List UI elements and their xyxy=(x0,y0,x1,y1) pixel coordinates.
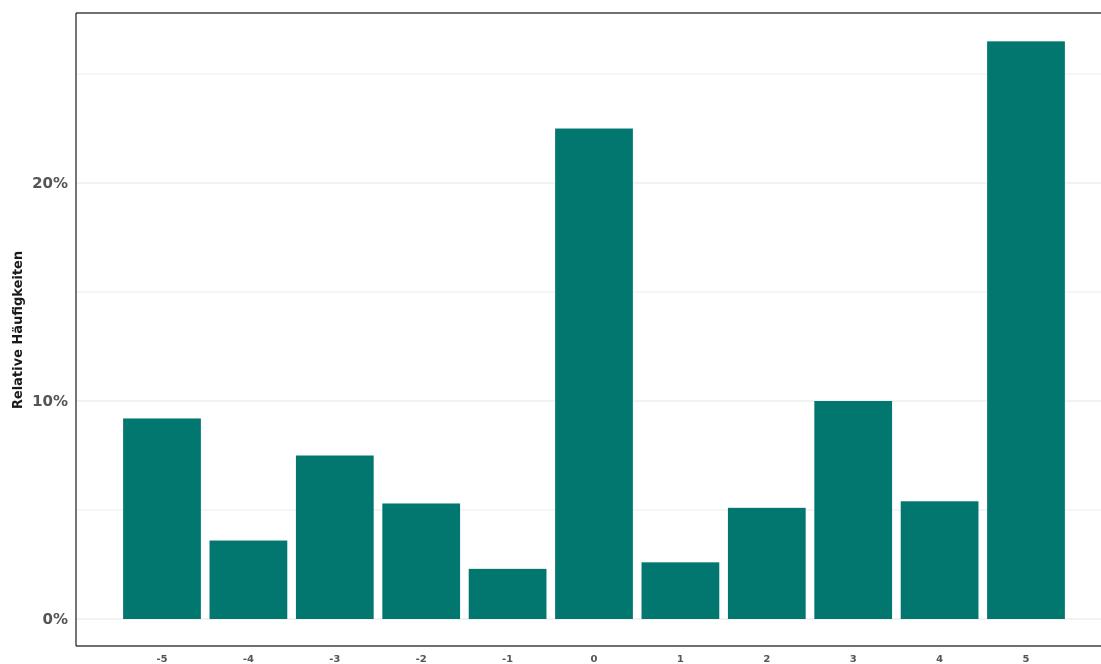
y-tick-label: 20% xyxy=(32,174,68,192)
bar--4 xyxy=(209,540,288,619)
bar-0 xyxy=(555,128,633,619)
x-tick-label: -2 xyxy=(416,654,427,664)
bar--2 xyxy=(382,503,461,619)
x-tick-label: -5 xyxy=(156,654,167,664)
x-tick-labels: -5 -4 -3 -2 -1 0 1 2 3 4 5 xyxy=(156,654,1029,664)
bar-2 xyxy=(727,507,806,619)
bar-4 xyxy=(900,501,979,619)
x-tick-label: 1 xyxy=(677,654,684,664)
x-tick-label: -3 xyxy=(329,654,340,664)
bar-5 xyxy=(987,41,1065,619)
x-tick-label: 2 xyxy=(763,654,770,664)
bar-1 xyxy=(641,562,720,619)
bar-3 xyxy=(814,401,893,619)
bar--3 xyxy=(295,455,374,619)
bar--1 xyxy=(468,568,547,619)
x-tick-label: 5 xyxy=(1023,654,1030,664)
bars xyxy=(123,41,1065,619)
y-tick-label: 0% xyxy=(43,610,68,628)
x-tick-label: -4 xyxy=(243,654,254,664)
x-tick-label: 0 xyxy=(591,654,598,664)
y-tick-label: 10% xyxy=(32,392,68,410)
x-tick-label: -1 xyxy=(502,654,513,664)
y-tick-labels: 0% 10% 20% xyxy=(32,174,68,628)
bar--5 xyxy=(123,418,201,619)
y-axis-title: Relative Häufigkeiten xyxy=(11,251,26,409)
x-tick-label: 3 xyxy=(850,654,857,664)
x-tick-label: 4 xyxy=(936,654,943,664)
